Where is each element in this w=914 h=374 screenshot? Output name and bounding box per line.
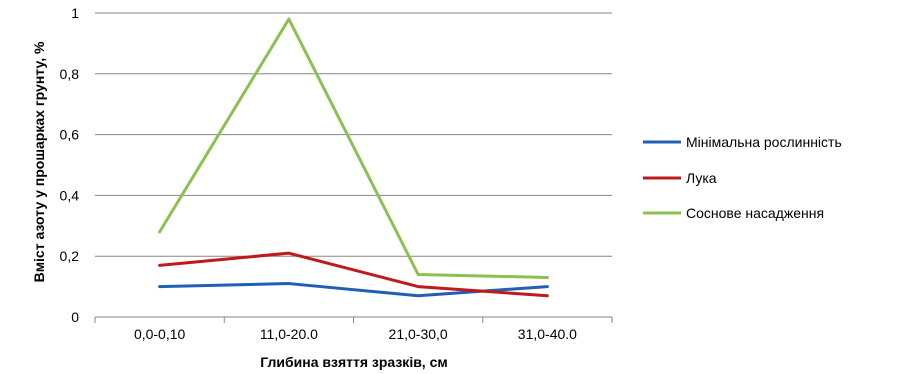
series-line-0 [158, 282, 549, 298]
y-tick-label: 0,4 [60, 187, 80, 203]
y-tick-label: 0 [71, 309, 79, 325]
legend: Мінімальна рослинність Лука Соснове насадж… [643, 134, 842, 221]
series-lines [158, 17, 549, 298]
series-line-1 [158, 251, 549, 298]
gridlines [95, 12, 612, 257]
legend-label: Соснове насадження [686, 205, 824, 221]
series-line-2 [158, 17, 549, 279]
x-tick-labels: 0,0-0,10 11,0-20.0 21,0-30,0 31,0-40.0 [134, 326, 577, 342]
legend-label: Мінімальна рослинність [686, 134, 842, 150]
x-tick-label: 21,0-30,0 [389, 326, 448, 342]
y-tick-label: 0,2 [60, 248, 80, 264]
x-axis [94, 316, 613, 323]
y-axis-label: Вміст азоту у прошарках грунту, % [31, 41, 47, 282]
y-tick-label: 1 [71, 5, 79, 21]
x-axis-label: Глибина взяття зразків, см [260, 354, 447, 370]
x-tick-label: 11,0-20.0 [260, 326, 318, 342]
x-tick-label: 31,0-40.0 [518, 326, 577, 342]
legend-label: Лука [686, 170, 717, 186]
x-tick-label: 0,0-0,10 [134, 326, 186, 342]
y-tick-label: 0,6 [60, 127, 80, 143]
y-tick-labels: 0 0,2 0,4 0,6 0,8 1 [60, 5, 80, 325]
y-tick-label: 0,8 [60, 66, 80, 82]
